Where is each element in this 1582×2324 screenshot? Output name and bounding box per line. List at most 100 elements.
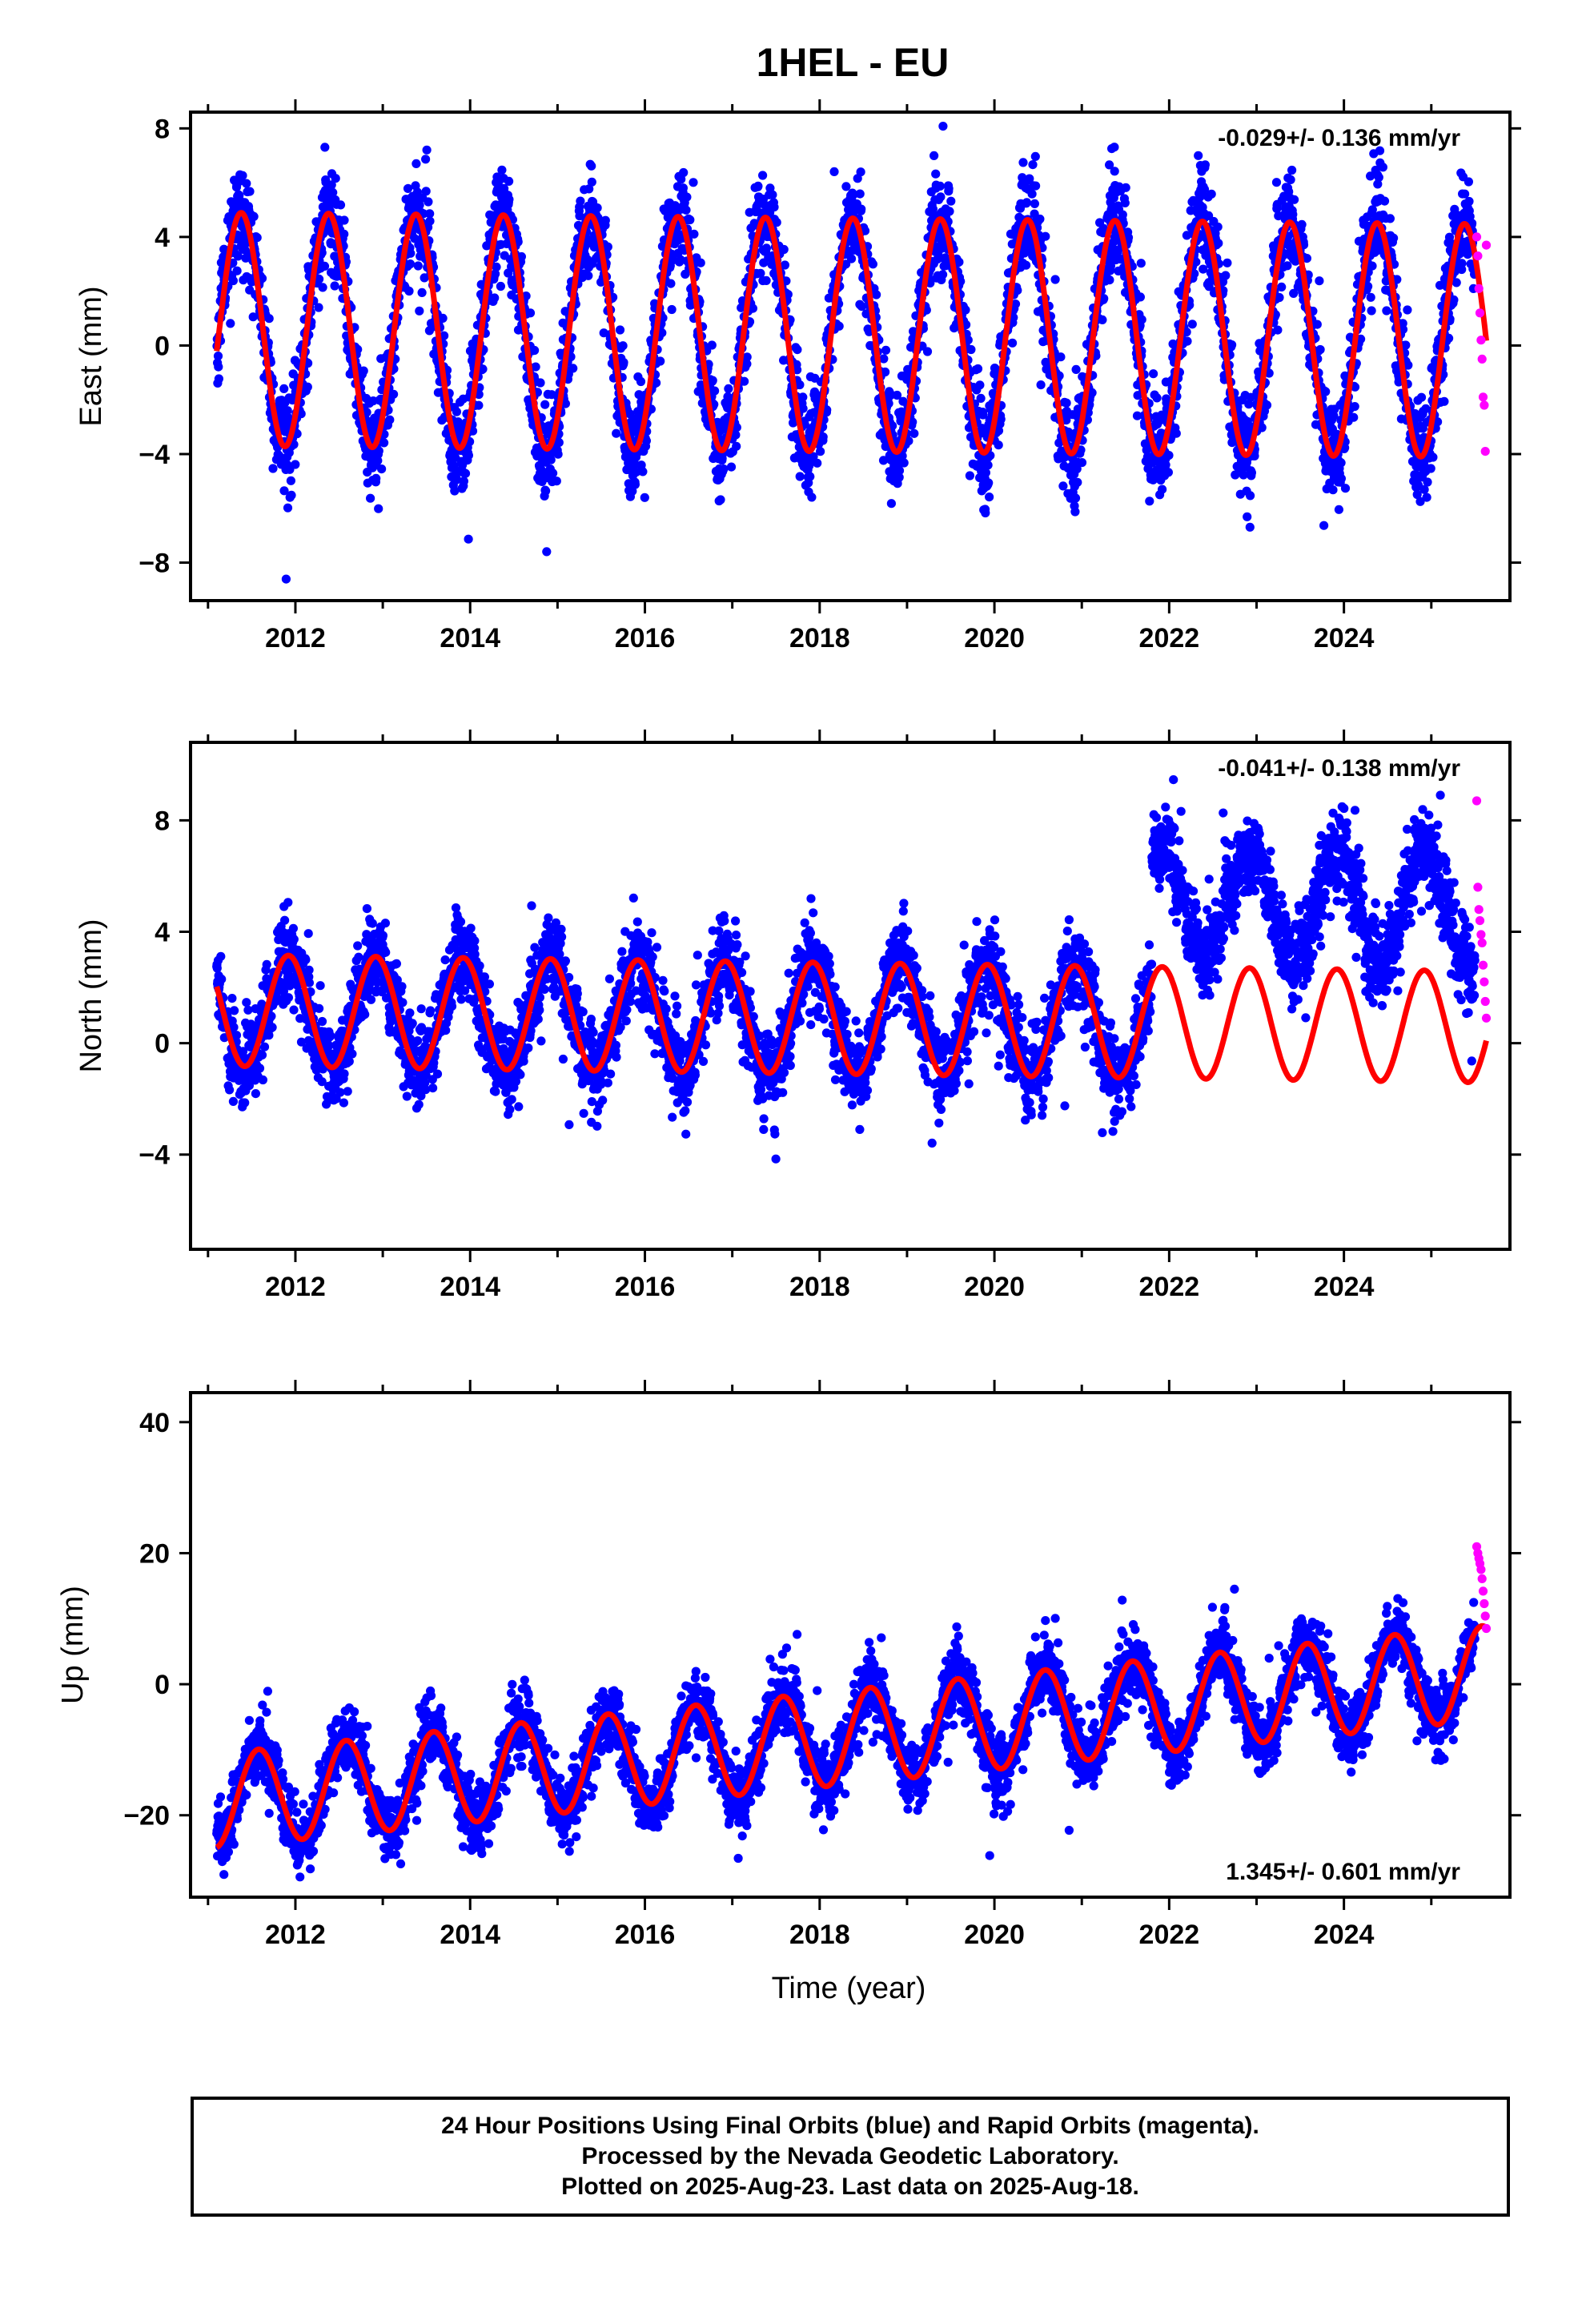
east-final-point — [1022, 198, 1032, 207]
east-final-point — [1416, 392, 1427, 402]
east-final-point — [855, 189, 865, 199]
east-ytick-label: −8 — [139, 549, 170, 579]
east-final-point — [707, 340, 717, 350]
east-final-point — [1030, 199, 1039, 208]
east-final-point — [1286, 175, 1295, 184]
east-final-point — [362, 408, 371, 417]
east-final-point — [798, 404, 808, 413]
north-xtick-label: 2012 — [265, 1272, 326, 1302]
east-final-point — [415, 306, 424, 316]
east-final-point — [935, 181, 945, 191]
east-final-point — [1245, 522, 1255, 532]
east-final-point — [1439, 396, 1449, 406]
east-xtick-label: 2012 — [265, 623, 326, 653]
east-final-point — [1297, 219, 1307, 229]
east-final-point — [421, 187, 431, 196]
east-final-point — [1070, 493, 1081, 503]
east-rapid-point — [1475, 308, 1485, 318]
east-final-point — [805, 472, 815, 481]
east-final-point — [291, 460, 300, 469]
east-final-point — [1288, 210, 1298, 219]
east-final-point — [339, 229, 349, 239]
east-final-orbit-points — [212, 122, 1480, 584]
east-final-point — [371, 473, 381, 484]
east-final-point — [228, 275, 238, 286]
east-final-point — [1271, 178, 1282, 187]
east-final-point — [756, 268, 765, 278]
east-final-point — [459, 476, 469, 486]
east-final-point — [719, 464, 729, 474]
east-ytick-label: −4 — [139, 440, 170, 470]
east-final-point — [1366, 292, 1375, 302]
east-final-point — [636, 376, 646, 387]
east-final-point — [491, 269, 500, 279]
east-final-point — [938, 122, 948, 131]
east-final-point — [793, 365, 802, 375]
east-final-point — [983, 460, 993, 470]
east-final-point — [945, 207, 954, 216]
north-final-point — [212, 963, 222, 973]
east-final-point — [1062, 398, 1071, 408]
east-final-point — [279, 384, 289, 393]
east-final-point — [1135, 292, 1145, 302]
east-xtick-label: 2024 — [1314, 623, 1375, 653]
east-final-point — [886, 499, 896, 509]
east-final-point — [359, 366, 368, 376]
east-final-point — [287, 490, 296, 501]
east-final-point — [1098, 315, 1107, 324]
north-final-point — [231, 1031, 242, 1040]
east-final-point — [1041, 231, 1050, 241]
east-final-point — [1213, 222, 1223, 231]
east-final-point — [783, 290, 793, 300]
east-final-point — [366, 493, 375, 503]
east-final-point — [268, 464, 278, 473]
east-final-point — [531, 362, 540, 372]
east-final-point — [1464, 196, 1474, 207]
east-final-point — [553, 449, 563, 459]
east-final-point — [330, 281, 339, 291]
east-final-point — [994, 440, 1003, 450]
east-final-point — [834, 321, 844, 331]
east-final-point — [1152, 393, 1162, 403]
east-final-point — [985, 493, 994, 502]
east-final-point — [1382, 306, 1391, 316]
east-final-point — [248, 312, 258, 322]
east-final-point — [1070, 507, 1080, 517]
east-final-point — [1457, 259, 1467, 268]
east-final-point — [656, 356, 665, 366]
east-final-point — [944, 183, 954, 194]
east-final-point — [404, 286, 414, 296]
east-rapid-point — [1474, 283, 1484, 293]
east-final-point — [1056, 352, 1066, 362]
east-final-point — [1227, 340, 1237, 350]
east-rapid-point — [1481, 240, 1492, 250]
east-final-point — [1171, 428, 1181, 438]
east-final-point — [772, 218, 781, 227]
east-final-point — [314, 303, 323, 312]
east-final-point — [1110, 143, 1119, 152]
east-final-point — [233, 251, 243, 261]
east-final-point — [841, 182, 851, 191]
east-xtick-label: 2022 — [1139, 623, 1200, 653]
east-final-point — [931, 169, 941, 179]
east-final-point — [542, 547, 552, 557]
east-final-point — [500, 183, 509, 193]
north-xtick-label: 2022 — [1139, 1272, 1200, 1302]
east-final-point — [331, 174, 340, 183]
east-xtick-label: 2018 — [789, 623, 850, 653]
east-final-point — [657, 328, 667, 338]
east-final-point — [1036, 380, 1046, 390]
east-final-point — [666, 279, 676, 288]
east-final-point — [1246, 491, 1255, 501]
east-final-point — [279, 486, 289, 496]
east-final-point — [689, 229, 699, 239]
east-final-point — [740, 376, 749, 386]
east-final-point — [981, 508, 990, 518]
east-final-point — [252, 233, 262, 243]
north-xtick-label: 2020 — [964, 1272, 1025, 1302]
east-final-point — [1243, 512, 1252, 521]
north-final-point — [227, 994, 237, 1003]
north-final-point — [230, 1006, 239, 1015]
east-final-point — [283, 503, 293, 513]
east-final-point — [497, 165, 507, 175]
